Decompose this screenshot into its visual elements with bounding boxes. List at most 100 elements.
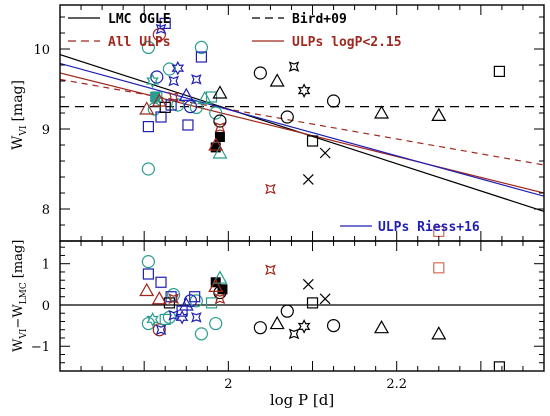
data-point	[151, 291, 167, 305]
data-point	[288, 328, 300, 340]
data-point	[302, 173, 314, 185]
data-point	[194, 40, 209, 55]
data-point	[208, 278, 224, 292]
data-point	[217, 284, 228, 295]
data-point	[209, 316, 223, 331]
fit-line	[60, 62, 544, 197]
data-point	[159, 17, 171, 29]
data-point	[306, 135, 319, 147]
legend-label: ULPs Riess+16	[378, 220, 480, 235]
data-point	[142, 268, 154, 280]
data-point	[302, 278, 314, 290]
data-point	[141, 162, 155, 176]
data-point	[195, 51, 208, 63]
data-point	[319, 293, 331, 305]
data-point	[189, 100, 203, 115]
data-point	[159, 101, 171, 114]
legend-entry: All ULPs	[68, 35, 171, 50]
data-point	[280, 110, 294, 124]
data-point	[168, 309, 179, 321]
data-point	[141, 255, 155, 269]
data-point	[139, 101, 155, 115]
data-point	[493, 361, 505, 371]
y-tick-label: 1	[42, 258, 50, 273]
data-point	[163, 297, 176, 309]
legend-entry: ULPs Riess+16	[340, 220, 480, 235]
data-point	[141, 40, 155, 55]
data-point	[139, 282, 155, 297]
y-tick-label: −1	[31, 340, 50, 355]
data-point	[155, 324, 167, 336]
top-ylabel-unit: [mag]	[10, 80, 26, 122]
data-point	[151, 93, 167, 107]
data-point	[214, 293, 226, 305]
data-point	[214, 122, 226, 133]
data-point	[168, 293, 179, 305]
data-point	[146, 312, 159, 327]
data-point	[253, 66, 267, 80]
data-point	[208, 137, 224, 151]
data-point	[253, 321, 267, 335]
data-point	[374, 319, 390, 334]
data-point	[319, 147, 331, 159]
data-point	[326, 319, 341, 333]
fit-line	[60, 72, 544, 194]
data-point	[431, 326, 447, 340]
y-tick-label: 9	[42, 123, 50, 138]
legend-entry: Bird+09	[252, 12, 347, 27]
data-point	[280, 304, 294, 318]
data-point	[210, 277, 221, 288]
data-point	[191, 74, 202, 85]
x-tick-label: 2.2	[386, 377, 407, 392]
fit-line	[60, 78, 544, 166]
data-point	[155, 23, 167, 35]
data-point	[431, 107, 447, 122]
data-point	[168, 75, 179, 87]
data-point	[493, 65, 505, 78]
legend-entry: LMC OGLE	[68, 12, 171, 27]
data-point	[142, 120, 154, 133]
data-point	[167, 288, 181, 302]
data-point	[168, 91, 179, 103]
data-point	[182, 119, 194, 131]
x-axis-label: log P [d]	[270, 391, 334, 409]
data-point	[175, 309, 189, 325]
data-point	[212, 270, 228, 284]
data-point	[178, 87, 194, 102]
data-point	[288, 61, 300, 72]
data-point	[152, 323, 166, 337]
bottom-ylabel: WVI−WLMC[mag]	[11, 240, 29, 352]
top-ylabel: WVI [mag]	[10, 80, 29, 150]
legend-label: Bird+09	[292, 12, 347, 27]
legend-label: LMC OGLE	[108, 12, 171, 27]
top-panel: 8 9 10 LMC OGLE Bird+09 All ULPs ULPs logP<2.…	[10, 4, 545, 242]
data-point	[269, 315, 285, 330]
data-point	[326, 94, 341, 108]
data-point	[214, 132, 225, 142]
data-point	[189, 291, 201, 303]
x-tick-label: 2	[224, 377, 232, 392]
bottom-panel: 2 2.2 1 0 −1 WVI−WLMC[mag]	[11, 240, 545, 392]
legend-label: ULPs logP<2.15	[292, 35, 402, 50]
data-point	[171, 60, 185, 76]
y-tick-label: 0	[42, 299, 50, 314]
data-point	[171, 98, 185, 112]
data-point	[433, 262, 445, 274]
data-point	[194, 327, 209, 341]
data-point	[205, 91, 218, 103]
data-point	[146, 73, 159, 89]
data-point	[374, 105, 390, 119]
data-point	[162, 62, 177, 76]
top-ylabel-main: W	[10, 135, 26, 150]
data-point	[297, 319, 311, 334]
bottom-frame	[59, 240, 545, 372]
data-point	[306, 297, 319, 309]
legend-label: All ULPs	[108, 35, 171, 50]
data-point	[155, 276, 167, 288]
top-ylabel-sub: VI	[19, 125, 29, 136]
data-point	[213, 114, 227, 128]
data-point	[141, 316, 155, 331]
data-point	[189, 294, 203, 308]
data-point	[265, 264, 276, 276]
